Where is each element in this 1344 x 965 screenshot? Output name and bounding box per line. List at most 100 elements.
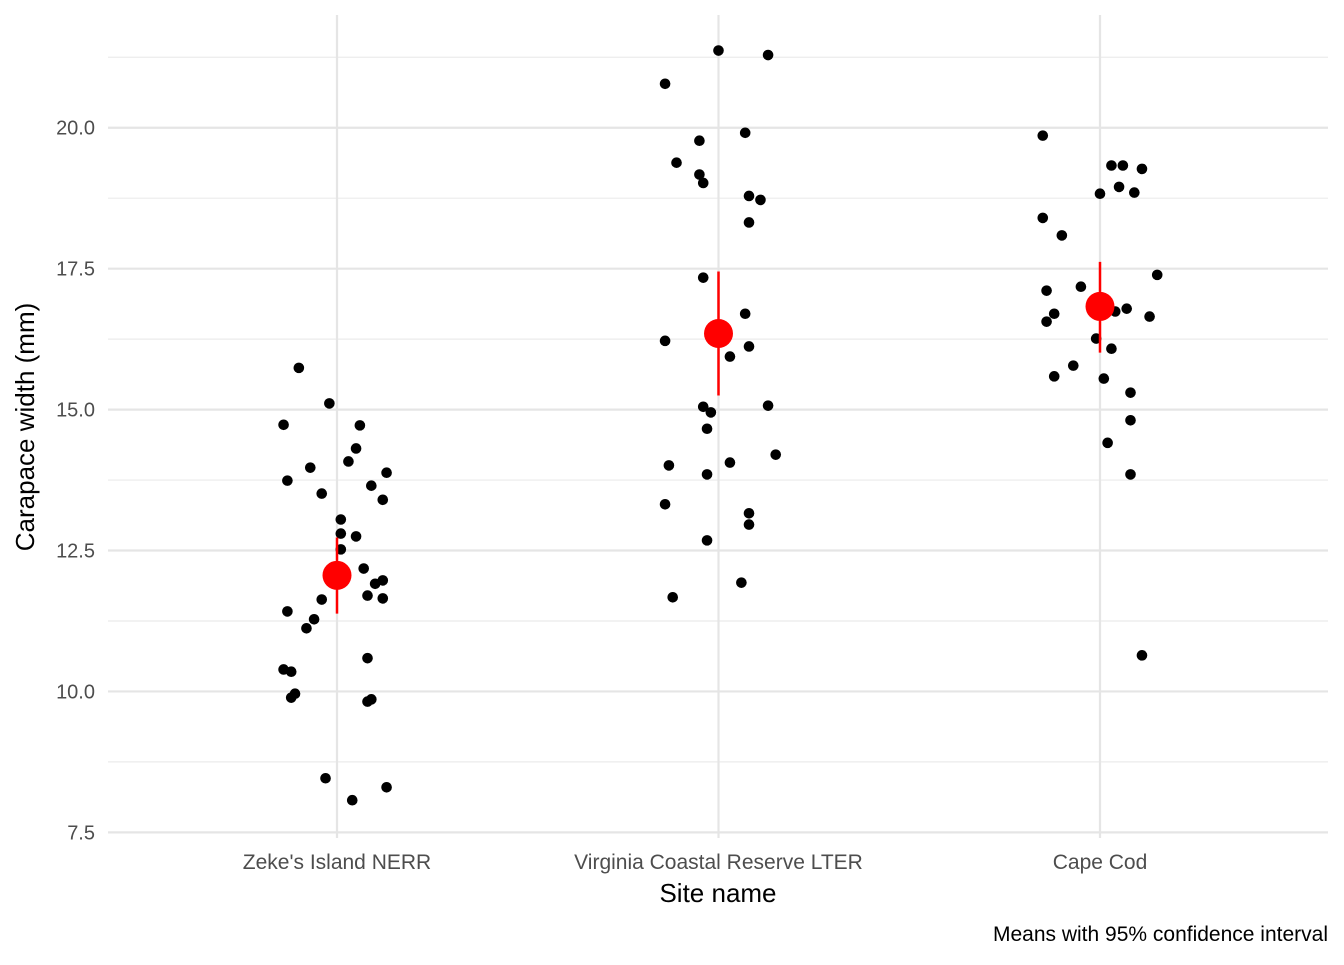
- data-point: [362, 590, 373, 601]
- data-point: [701, 423, 713, 435]
- data-point: [762, 49, 774, 61]
- data-point: [743, 190, 755, 202]
- data-point: [659, 78, 671, 90]
- data-point: [659, 335, 671, 347]
- data-point: [366, 480, 377, 491]
- data-point: [377, 593, 389, 604]
- data-point: [346, 794, 358, 806]
- data-point: [694, 169, 705, 180]
- data-point: [377, 494, 389, 506]
- y-tick-label: 15.0: [56, 400, 95, 422]
- data-point: [724, 351, 736, 362]
- grid: [108, 15, 1328, 838]
- data-point: [343, 456, 354, 467]
- data-point: [350, 531, 362, 542]
- data-point: [739, 308, 751, 320]
- x-tick-label: Virginia Coastal Reserve LTER: [574, 851, 863, 874]
- data-point: [762, 400, 774, 411]
- data-point: [667, 592, 679, 603]
- data-point: [362, 652, 373, 664]
- data-point: [1144, 311, 1155, 322]
- data-point: [1136, 163, 1148, 175]
- data-point: [1075, 281, 1087, 293]
- data-point: [1098, 373, 1110, 384]
- y-tick-label: 20.0: [56, 118, 95, 140]
- data-point: [713, 45, 724, 56]
- data-point: [316, 488, 328, 499]
- data-point: [705, 407, 717, 418]
- data-point: [350, 443, 362, 454]
- mean-marker: [1085, 291, 1115, 321]
- data-point: [358, 563, 370, 574]
- data-point: [282, 475, 293, 486]
- y-tick-label: 10.0: [56, 681, 95, 703]
- data-point: [304, 462, 316, 473]
- data-point: [1125, 469, 1136, 480]
- data-point: [1056, 230, 1068, 241]
- data-point: [1125, 387, 1136, 398]
- data-point: [285, 666, 297, 678]
- data-point: [381, 467, 392, 479]
- data-point: [1113, 181, 1125, 193]
- data-point: [320, 772, 331, 784]
- data-point: [755, 194, 766, 206]
- data-point: [369, 578, 381, 590]
- data-point: [671, 157, 682, 168]
- data-point: [743, 217, 755, 228]
- data-point: [1041, 316, 1052, 327]
- data-point: [1106, 160, 1117, 171]
- data-point: [1136, 650, 1148, 661]
- data-point: [1067, 360, 1079, 371]
- y-tick-labels: 7.5 10.0 12.5 15.0 17.5 20.0: [56, 118, 95, 845]
- data-point: [1041, 285, 1052, 296]
- x-tick-labels: Zeke's Island NERR Virginia Coastal Reser…: [243, 851, 1147, 874]
- y-tick-label: 17.5: [56, 259, 95, 281]
- data-point: [736, 577, 747, 588]
- data-point: [697, 401, 709, 413]
- data-point: [1117, 160, 1129, 171]
- caption: Means with 95% confidence interval: [993, 923, 1328, 946]
- data-point: [354, 420, 366, 431]
- data-point: [697, 177, 709, 189]
- data-point: [743, 341, 755, 352]
- data-point: [293, 362, 305, 374]
- data-point: [701, 469, 713, 480]
- data-point: [285, 692, 297, 703]
- y-axis-label: Carapace width (mm): [10, 303, 40, 552]
- mean-marker: [704, 318, 733, 348]
- data-point: [1048, 308, 1060, 320]
- data-point: [659, 498, 671, 510]
- data-points: [278, 45, 1163, 806]
- x-axis-label: Site name: [659, 878, 776, 908]
- y-tick-label: 12.5: [56, 541, 95, 563]
- data-point: [316, 594, 328, 605]
- data-point: [743, 519, 755, 530]
- data-point: [381, 781, 392, 793]
- data-point: [1037, 212, 1049, 224]
- data-point: [282, 606, 293, 617]
- data-point: [743, 508, 755, 519]
- data-point: [697, 272, 709, 283]
- mean-marker: [322, 560, 352, 590]
- data-point: [1121, 303, 1133, 314]
- data-point: [1129, 187, 1140, 198]
- data-point: [324, 398, 335, 409]
- data-point: [739, 127, 751, 139]
- summary-markers: [322, 261, 1115, 614]
- x-tick-label: Zeke's Island NERR: [243, 851, 431, 874]
- data-point: [1151, 269, 1163, 281]
- data-point: [1102, 437, 1113, 449]
- data-point: [770, 449, 782, 460]
- data-point: [663, 460, 675, 471]
- y-tick-label: 7.5: [67, 822, 95, 844]
- data-point: [1106, 343, 1117, 355]
- data-point: [335, 528, 347, 539]
- data-point: [701, 535, 713, 546]
- data-point: [278, 419, 289, 431]
- data-point: [1094, 188, 1106, 199]
- data-point: [1037, 130, 1049, 141]
- data-point: [335, 514, 347, 525]
- data-point: [362, 696, 373, 707]
- x-tick-label: Cape Cod: [1053, 851, 1148, 874]
